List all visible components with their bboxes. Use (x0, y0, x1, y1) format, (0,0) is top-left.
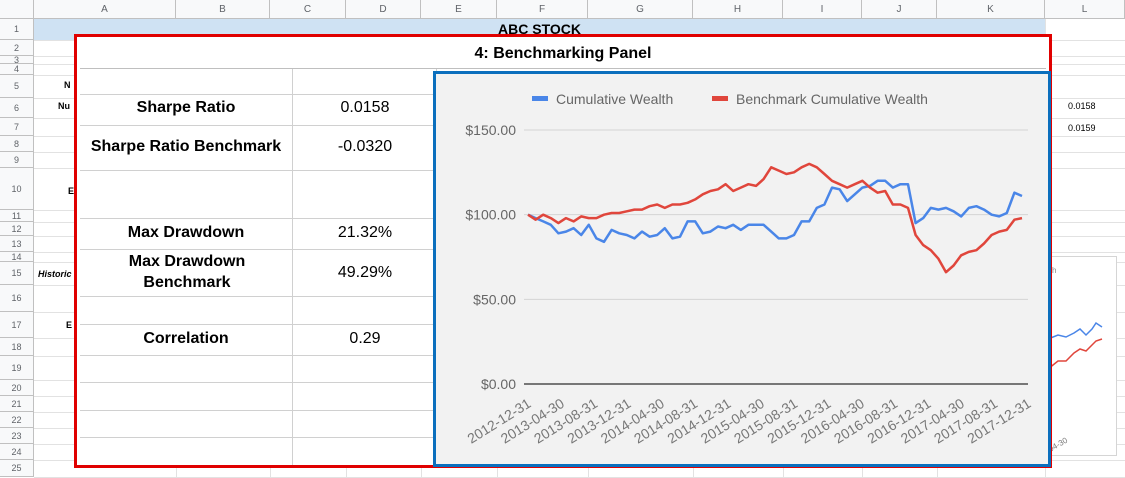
metric-value-sharpe-ratio-benchmark: -0.0320 (337, 138, 393, 155)
column-header-l[interactable]: L (1045, 0, 1125, 19)
metric-label-sharpe-ratio-benchmark: Sharpe Ratio Benchmark (90, 138, 282, 155)
panel-row-divider (80, 410, 436, 411)
row-header-5[interactable]: 5 (0, 75, 34, 98)
right-value-2: 0.0159 (1068, 123, 1096, 133)
row-header-15[interactable]: 15 (0, 262, 34, 285)
panel-row-divider (80, 170, 436, 171)
column-header-h[interactable]: H (693, 0, 783, 19)
legend-swatch-wealth (532, 96, 548, 101)
column-header-f[interactable]: F (497, 0, 588, 19)
row-header-7[interactable]: 7 (0, 118, 34, 136)
background-chart-line-wealth (1047, 321, 1103, 340)
background-chart-legend-fragment: lth (1048, 266, 1056, 275)
metric-value-max-drawdown-benchmark: 49.29% (337, 264, 393, 281)
row-header-25[interactable]: 25 (0, 460, 34, 477)
row-header-20[interactable]: 20 (0, 380, 34, 396)
partial-label-row17: E (66, 320, 73, 330)
series-line-wealth (527, 179, 1023, 244)
row-header-24[interactable]: 24 (0, 444, 34, 460)
panel-row-divider (80, 296, 436, 297)
panel-title: 4: Benchmarking Panel (80, 40, 1046, 69)
row-header-14[interactable]: 14 (0, 252, 34, 262)
row-header-4[interactable]: 4 (0, 64, 34, 75)
metric-label-sharpe-ratio: Sharpe Ratio (136, 99, 236, 116)
row-header-22[interactable]: 22 (0, 412, 34, 428)
column-header-g[interactable]: G (588, 0, 693, 19)
panel-row-divider (80, 249, 436, 250)
column-header-e[interactable]: E (421, 0, 497, 19)
panel-row-divider (80, 218, 436, 219)
wealth-chart[interactable]: $0.00 $50.00 $100.00 $150.00 Cumulative Weal… (433, 71, 1051, 467)
background-chart-thumbnail[interactable]: lth 04-30 (1045, 256, 1117, 456)
background-chart-svg: lth 04-30 (1047, 266, 1103, 454)
row-header-3[interactable]: 3 (0, 56, 34, 65)
metric-label-max-drawdown: Max Drawdown (127, 224, 245, 241)
metric-label-max-drawdown-benchmark: Max Drawdown Benchmark (128, 253, 246, 291)
row-header-17[interactable]: 17 (0, 312, 34, 338)
row-header-16[interactable]: 16 (0, 285, 34, 312)
series-line-benchmark (527, 162, 1023, 274)
row-header-13[interactable]: 13 (0, 236, 34, 252)
row-header-21[interactable]: 21 (0, 396, 34, 412)
partial-label-row10: E (68, 186, 75, 196)
y-tick-label: $50.00 (473, 291, 516, 307)
row-header-12[interactable]: 12 (0, 222, 34, 236)
row-header-10[interactable]: 10 (0, 168, 34, 210)
metric-value-max-drawdown: 21.32% (337, 224, 393, 241)
background-chart-line-benchmark (1047, 338, 1103, 370)
panel-row-divider (80, 437, 436, 438)
metric-value-sharpe-ratio: 0.0158 (340, 99, 390, 116)
partial-label-row4: N (64, 80, 71, 90)
select-all-corner[interactable] (0, 0, 34, 19)
y-tick-label: $100.00 (465, 207, 516, 223)
panel-column-divider (292, 69, 293, 465)
legend-label-wealth: Cumulative Wealth (556, 91, 673, 107)
partial-label-row15: Historic (38, 269, 72, 279)
row-header-1[interactable]: 1 (0, 19, 34, 40)
row-header-23[interactable]: 23 (0, 428, 34, 444)
y-tick-label: $150.00 (465, 122, 516, 138)
row-header-2[interactable]: 2 (0, 40, 34, 56)
row-header-19[interactable]: 19 (0, 356, 34, 380)
legend-label-benchmark: Benchmark Cumulative Wealth (736, 91, 928, 107)
y-tick-label: $0.00 (481, 376, 516, 392)
panel-row-divider (80, 125, 436, 126)
column-header-b[interactable]: B (176, 0, 270, 19)
row-header-18[interactable]: 18 (0, 338, 34, 356)
row-header-9[interactable]: 9 (0, 152, 34, 168)
column-header-a[interactable]: A (34, 0, 176, 19)
panel-row-divider (80, 94, 436, 95)
row-header-8[interactable]: 8 (0, 136, 34, 152)
wealth-chart-svg: $0.00 $50.00 $100.00 $150.00 Cumulative Weal… (464, 91, 1033, 446)
column-header-c[interactable]: C (270, 0, 346, 19)
column-header-d[interactable]: D (346, 0, 421, 19)
metric-label-correlation: Correlation (143, 330, 229, 347)
panel-row-divider (80, 355, 436, 356)
row-header-11[interactable]: 11 (0, 210, 34, 222)
partial-label-row5: Nu (58, 101, 70, 111)
column-header-k[interactable]: K (937, 0, 1045, 19)
column-header-j[interactable]: J (862, 0, 937, 19)
row-header-6[interactable]: 6 (0, 98, 34, 118)
legend-swatch-benchmark (712, 96, 728, 101)
column-header-i[interactable]: I (783, 0, 862, 19)
metric-value-correlation: 0.29 (349, 330, 381, 347)
panel-row-divider (80, 382, 436, 383)
right-value-1: 0.0158 (1068, 101, 1096, 111)
panel-row-divider (80, 324, 436, 325)
